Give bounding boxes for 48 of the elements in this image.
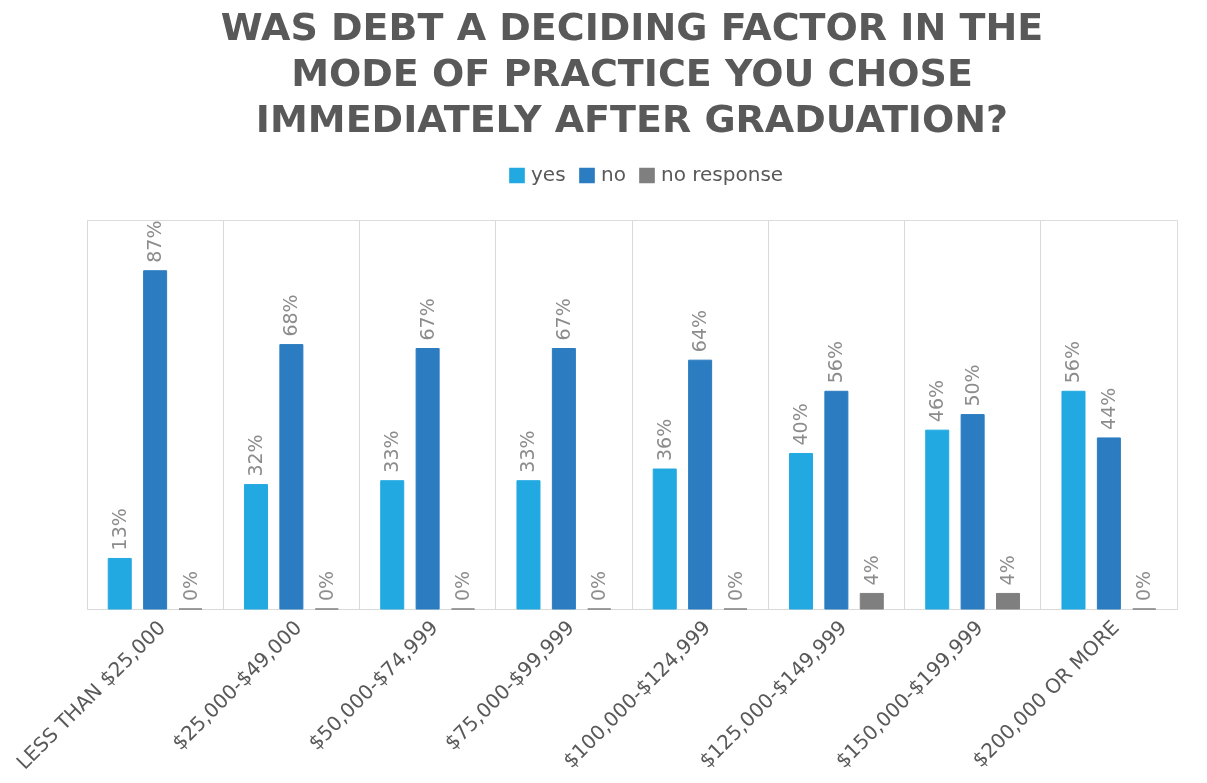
bar xyxy=(243,484,268,610)
bar xyxy=(279,344,304,610)
data-label: 67% xyxy=(415,298,438,341)
bar xyxy=(824,390,849,610)
data-label: 67% xyxy=(551,298,574,341)
data-label: 68% xyxy=(279,294,302,337)
data-label: 0% xyxy=(723,570,746,601)
data-label: 46% xyxy=(925,379,948,423)
data-label: 50% xyxy=(960,364,983,407)
data-label: 44% xyxy=(1096,387,1119,430)
data-label: 56% xyxy=(1061,341,1084,384)
text: IMMEDIATELY AFTER GRADUATION? xyxy=(255,97,1009,141)
bar xyxy=(652,468,677,610)
data-label: 56% xyxy=(824,341,847,384)
bar xyxy=(380,480,405,610)
bar xyxy=(788,452,813,610)
bar xyxy=(415,348,440,610)
data-label: 4% xyxy=(859,555,882,586)
bar xyxy=(960,414,985,610)
data-label: 32% xyxy=(243,434,266,477)
data-label: 0% xyxy=(451,570,474,601)
data-label: 0% xyxy=(178,570,201,601)
data-label: 87% xyxy=(143,220,166,263)
bar xyxy=(551,348,576,610)
legend-label: no xyxy=(601,162,626,187)
data-label: 64% xyxy=(688,309,711,353)
bar xyxy=(688,359,713,610)
data-label: 13% xyxy=(107,508,130,551)
bar xyxy=(107,557,132,610)
data-label: 33% xyxy=(516,430,539,473)
bar xyxy=(925,429,950,610)
legend-label: yes xyxy=(531,162,566,187)
bar xyxy=(143,270,168,610)
data-label: 33% xyxy=(380,430,403,473)
bar xyxy=(516,480,541,610)
text: MODE OF PRACTICE YOU CHOSE xyxy=(291,51,973,95)
data-label: 0% xyxy=(587,570,610,601)
legend-label: no response xyxy=(661,162,784,187)
bar xyxy=(996,592,1021,610)
bar xyxy=(1096,437,1121,610)
data-label: 0% xyxy=(314,570,337,601)
data-label: 0% xyxy=(1132,570,1155,601)
bar xyxy=(1061,390,1086,610)
data-label: 36% xyxy=(652,418,675,462)
data-label: 4% xyxy=(996,555,1019,586)
data-label: 40% xyxy=(788,403,811,446)
bar xyxy=(859,592,884,610)
text: WAS DEBT A DECIDING FACTOR IN THE xyxy=(220,5,1044,49)
